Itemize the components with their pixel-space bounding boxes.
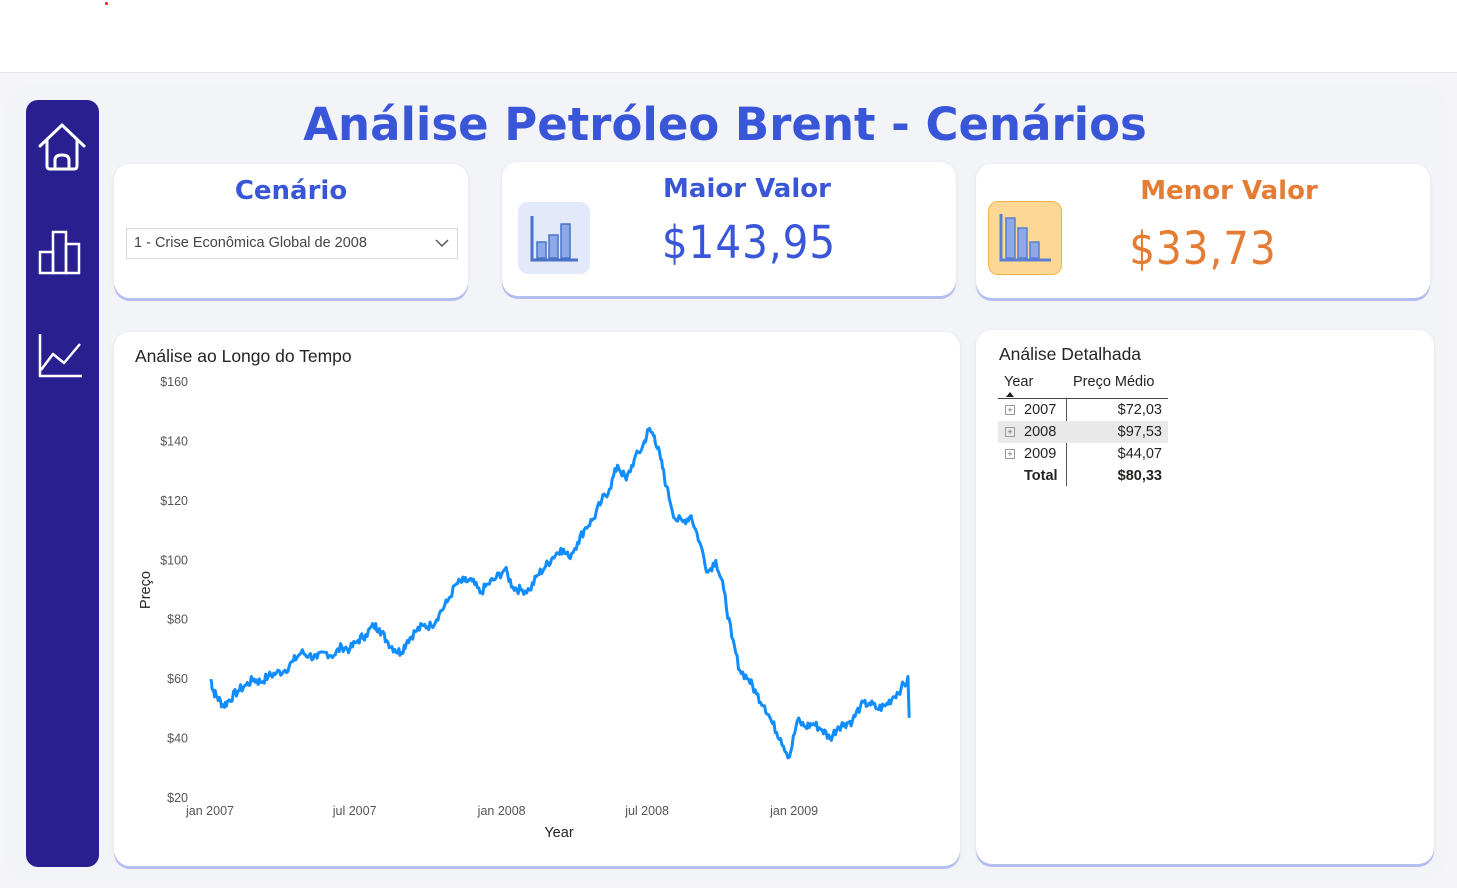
- row-value: $72,03: [1117, 402, 1162, 418]
- y-tick-label: $100: [160, 553, 188, 567]
- table-row[interactable]: + 2009 $44,07: [998, 443, 1168, 465]
- line-chart-title: Análise ao Longo do Tempo: [135, 346, 352, 366]
- table-header: Year Preço Médio: [998, 370, 1168, 399]
- y-tick-label: $160: [160, 375, 188, 389]
- max-value-icon-box: [518, 202, 590, 274]
- header-year[interactable]: Year: [1004, 374, 1034, 390]
- scenario-dropdown[interactable]: 1 - Crise Econômica Global de 2008: [126, 228, 458, 259]
- x-axis-title: Year: [544, 825, 573, 841]
- total-label: Total: [1024, 468, 1058, 484]
- min-value-label: Menor Valor: [1140, 176, 1318, 206]
- sort-ascending-icon: [1006, 392, 1014, 397]
- table-total-row: Total $80,33: [998, 465, 1168, 487]
- y-tick-label: $120: [160, 494, 188, 508]
- min-value-icon-box: [988, 201, 1062, 275]
- nav-line-chart-button[interactable]: [36, 330, 88, 382]
- header-preco-medio[interactable]: Preço Médio: [1073, 374, 1155, 390]
- x-tick-label: jan 2008: [477, 804, 526, 818]
- nav-home-button[interactable]: [36, 120, 88, 172]
- y-tick-label: $60: [167, 672, 188, 686]
- x-tick-label: jul 2008: [624, 804, 669, 818]
- y-tick-label: $80: [167, 613, 188, 627]
- home-icon: [38, 123, 86, 171]
- top-strip: [0, 0, 1457, 73]
- row-year: 2009: [1024, 446, 1057, 462]
- y-tick-label: $20: [167, 791, 188, 805]
- min-value-amount: $33,73: [1129, 222, 1277, 275]
- row-year: 2007: [1024, 402, 1057, 418]
- scenario-slicer-card: Cenário 1 - Crise Econômica Global de 20…: [114, 164, 468, 298]
- x-tick-label: jan 2009: [769, 804, 818, 818]
- max-value-card: Maior Valor $143,95: [502, 162, 956, 296]
- expand-icon[interactable]: +: [1005, 405, 1015, 415]
- detail-table-card: Análise Detalhada Year Preço Médio + 200…: [976, 330, 1434, 864]
- bar-chart-icon: [38, 230, 81, 275]
- table-row[interactable]: + 2008 $97,53: [998, 421, 1168, 443]
- scenario-label: Cenário: [234, 176, 348, 206]
- red-dot-marker: [105, 2, 108, 5]
- y-axis-title: Preço: [138, 571, 154, 609]
- max-value-amount: $143,95: [661, 216, 837, 269]
- y-tick-label: $40: [167, 732, 188, 746]
- page-title: Análise Petróleo Brent - Cenários: [303, 98, 1147, 151]
- sidebar-nav: [26, 100, 99, 867]
- expand-icon[interactable]: +: [1005, 449, 1015, 459]
- x-tick-label: jul 2007: [332, 804, 377, 818]
- nav-bar-chart-button[interactable]: [36, 226, 88, 278]
- expand-icon[interactable]: +: [1005, 427, 1015, 437]
- row-year: 2008: [1024, 424, 1057, 440]
- chevron-down-icon: [435, 239, 449, 248]
- scenario-selected-value: 1 - Crise Econômica Global de 2008: [134, 235, 367, 251]
- min-value-card: Menor Valor $33,73: [976, 164, 1430, 298]
- detail-table: Year Preço Médio + 2007 $72,03 + 2008 $9…: [998, 370, 1168, 487]
- series-line-brent-price[interactable]: [209, 426, 911, 760]
- row-value: $44,07: [1117, 446, 1162, 462]
- row-value: $97,53: [1117, 424, 1162, 440]
- table-row[interactable]: + 2007 $72,03: [998, 399, 1168, 421]
- total-value: $80,33: [1117, 468, 1162, 484]
- line-chart-card: Análise ao Longo do Tempo $160 $140 $120 $1…: [114, 332, 960, 866]
- y-tick-label: $140: [160, 434, 188, 448]
- detail-table-title: Análise Detalhada: [999, 344, 1142, 364]
- line-chart-icon: [38, 334, 82, 378]
- max-value-label: Maior Valor: [663, 174, 831, 204]
- bar-chart-icon: [999, 214, 1051, 262]
- x-tick-label: jan 2007: [185, 804, 234, 818]
- bar-chart-icon: [530, 216, 578, 262]
